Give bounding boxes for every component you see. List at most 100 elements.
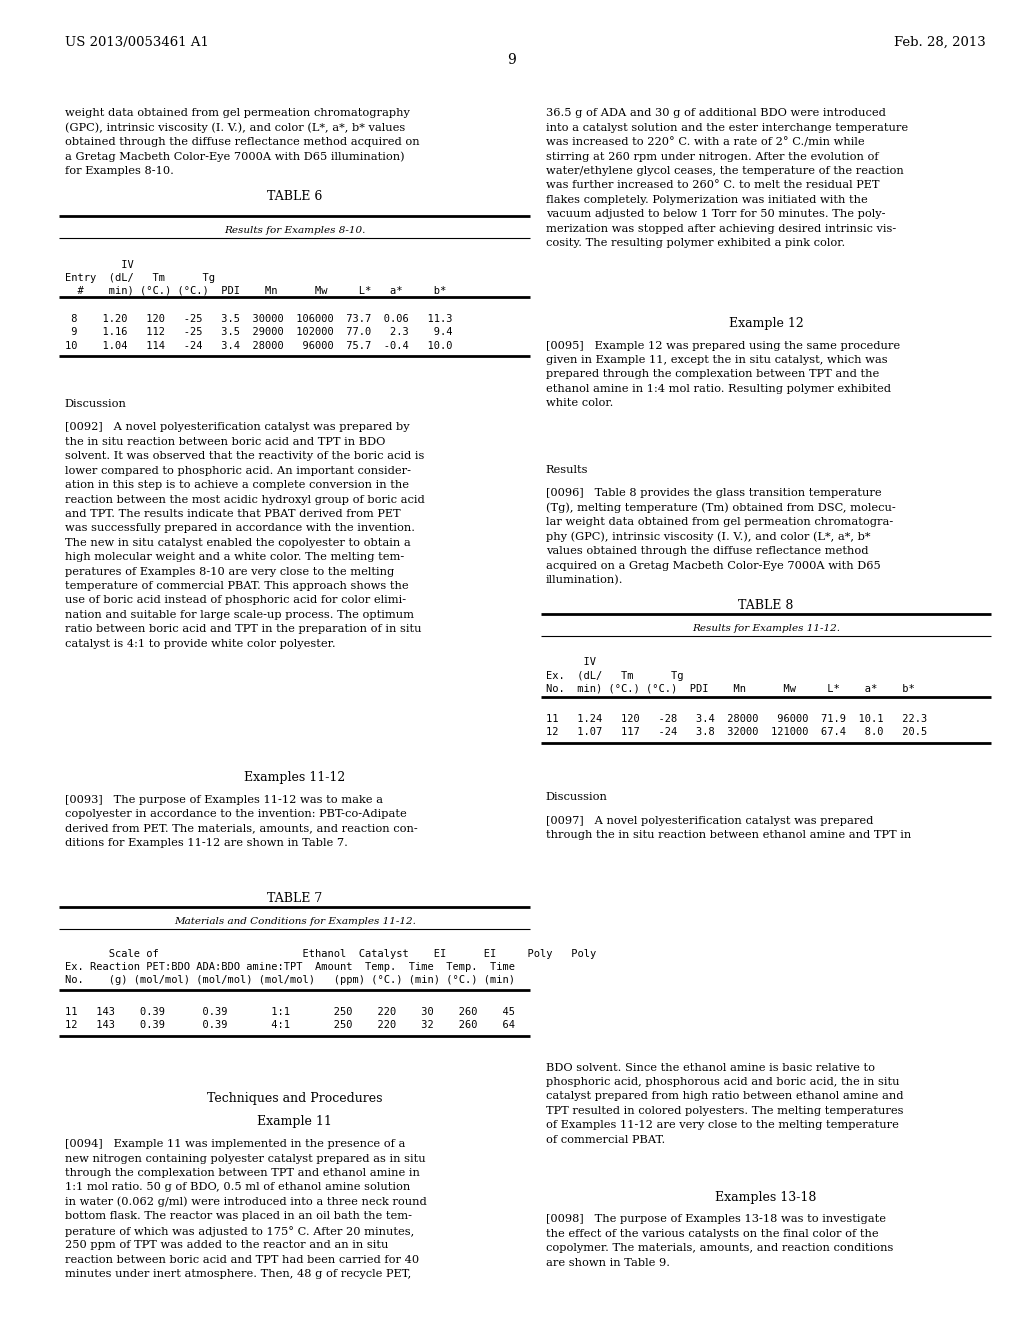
Text: Discussion: Discussion — [546, 792, 607, 803]
Text: white color.: white color. — [546, 399, 613, 408]
Text: [0097]   A novel polyesterification catalyst was prepared: [0097] A novel polyesterification cataly… — [546, 816, 873, 826]
Text: peratures of Examples 8-10 are very close to the melting: peratures of Examples 8-10 are very clos… — [65, 566, 394, 577]
Text: of Examples 11-12 are very close to the melting temperature: of Examples 11-12 are very close to the … — [546, 1121, 899, 1130]
Text: water/ethylene glycol ceases, the temperature of the reaction: water/ethylene glycol ceases, the temper… — [546, 166, 903, 176]
Text: nation and suitable for large scale-up process. The optimum: nation and suitable for large scale-up p… — [65, 610, 414, 620]
Text: catalyst prepared from high ratio between ethanol amine and: catalyst prepared from high ratio betwee… — [546, 1092, 903, 1101]
Text: 11   1.24   120   -28   3.4  28000   96000  71.9  10.1   22.3: 11 1.24 120 -28 3.4 28000 96000 71.9 10.… — [546, 714, 927, 725]
Text: copolymer. The materials, amounts, and reaction conditions: copolymer. The materials, amounts, and r… — [546, 1243, 893, 1253]
Text: [0096]   Table 8 provides the glass transition temperature: [0096] Table 8 provides the glass transi… — [546, 488, 882, 499]
Text: IV: IV — [546, 657, 596, 668]
Text: No.  min) (°C.) (°C.)  PDI    Mn      Mw     L*    a*    b*: No. min) (°C.) (°C.) PDI Mn Mw L* a* b* — [546, 684, 914, 694]
Text: into a catalyst solution and the ester interchange temperature: into a catalyst solution and the ester i… — [546, 123, 908, 133]
Text: 9    1.16   112   -25   3.5  29000  102000  77.0   2.3    9.4: 9 1.16 112 -25 3.5 29000 102000 77.0 2.3… — [65, 327, 452, 338]
Text: Results for Examples 8-10.: Results for Examples 8-10. — [224, 226, 366, 235]
Text: high molecular weight and a white color. The melting tem-: high molecular weight and a white color.… — [65, 552, 403, 562]
Text: [0094]   Example 11 was implemented in the presence of a: [0094] Example 11 was implemented in the… — [65, 1139, 404, 1150]
Text: Entry  (dL/   Tm      Tg: Entry (dL/ Tm Tg — [65, 273, 214, 284]
Text: Feb. 28, 2013: Feb. 28, 2013 — [894, 36, 986, 49]
Text: ation in this step is to achieve a complete conversion in the: ation in this step is to achieve a compl… — [65, 480, 409, 490]
Text: The new in situ catalyst enabled the copolyester to obtain a: The new in situ catalyst enabled the cop… — [65, 537, 411, 548]
Text: Techniques and Procedures: Techniques and Procedures — [207, 1092, 383, 1105]
Text: phy (GPC), intrinsic viscosity (I. V.), and color (L*, a*, b*: phy (GPC), intrinsic viscosity (I. V.), … — [546, 532, 870, 543]
Text: weight data obtained from gel permeation chromatography: weight data obtained from gel permeation… — [65, 108, 410, 119]
Text: [0098]   The purpose of Examples 13-18 was to investigate: [0098] The purpose of Examples 13-18 was… — [546, 1214, 886, 1225]
Text: TPT resulted in colored polyesters. The melting temperatures: TPT resulted in colored polyesters. The … — [546, 1106, 903, 1115]
Text: through the complexation between TPT and ethanol amine in: through the complexation between TPT and… — [65, 1168, 420, 1177]
Text: 10    1.04   114   -24   3.4  28000   96000  75.7  -0.4   10.0: 10 1.04 114 -24 3.4 28000 96000 75.7 -0.… — [65, 341, 452, 351]
Text: Examples 11-12: Examples 11-12 — [245, 771, 345, 784]
Text: derived from PET. The materials, amounts, and reaction con-: derived from PET. The materials, amounts… — [65, 824, 417, 833]
Text: TABLE 7: TABLE 7 — [267, 892, 323, 906]
Text: phosphoric acid, phosphorous acid and boric acid, the in situ: phosphoric acid, phosphorous acid and bo… — [546, 1077, 899, 1088]
Text: lar weight data obtained from gel permeation chromatogra-: lar weight data obtained from gel permea… — [546, 517, 893, 527]
Text: Ex.  (dL/   Tm      Tg: Ex. (dL/ Tm Tg — [546, 671, 683, 681]
Text: 11   143    0.39      0.39       1:1       250    220    30    260    45: 11 143 0.39 0.39 1:1 250 220 30 260 45 — [65, 1007, 514, 1018]
Text: the in situ reaction between boric acid and TPT in BDO: the in situ reaction between boric acid … — [65, 437, 385, 447]
Text: reaction between the most acidic hydroxyl group of boric acid: reaction between the most acidic hydroxy… — [65, 495, 424, 504]
Text: (Tg), melting temperature (Tm) obtained from DSC, molecu-: (Tg), melting temperature (Tm) obtained … — [546, 503, 896, 513]
Text: 8    1.20   120   -25   3.5  30000  106000  73.7  0.06   11.3: 8 1.20 120 -25 3.5 30000 106000 73.7 0.0… — [65, 314, 452, 325]
Text: through the in situ reaction between ethanol amine and TPT in: through the in situ reaction between eth… — [546, 830, 911, 841]
Text: catalyst is 4:1 to provide white color polyester.: catalyst is 4:1 to provide white color p… — [65, 639, 335, 648]
Text: (GPC), intrinsic viscosity (I. V.), and color (L*, a*, b* values: (GPC), intrinsic viscosity (I. V.), and … — [65, 123, 404, 133]
Text: a Gretag Macbeth Color-Eye 7000A with D65 illumination): a Gretag Macbeth Color-Eye 7000A with D6… — [65, 152, 404, 162]
Text: acquired on a Gretag Macbeth Color-Eye 7000A with D65: acquired on a Gretag Macbeth Color-Eye 7… — [546, 561, 881, 570]
Text: obtained through the diffuse reflectance method acquired on: obtained through the diffuse reflectance… — [65, 137, 419, 147]
Text: Discussion: Discussion — [65, 399, 126, 409]
Text: was increased to 220° C. with a rate of 2° C./min while: was increased to 220° C. with a rate of … — [546, 137, 864, 148]
Text: solvent. It was observed that the reactivity of the boric acid is: solvent. It was observed that the reacti… — [65, 451, 424, 461]
Text: 12   143    0.39      0.39       4:1       250    220    32    260    64: 12 143 0.39 0.39 4:1 250 220 32 260 64 — [65, 1020, 514, 1031]
Text: 36.5 g of ADA and 30 g of additional BDO were introduced: 36.5 g of ADA and 30 g of additional BDO… — [546, 108, 886, 119]
Text: and TPT. The results indicate that PBAT derived from PET: and TPT. The results indicate that PBAT … — [65, 510, 400, 519]
Text: was successfully prepared in accordance with the invention.: was successfully prepared in accordance … — [65, 523, 415, 533]
Text: copolyester in accordance to the invention: PBT-co-Adipate: copolyester in accordance to the inventi… — [65, 809, 407, 820]
Text: Ex. Reaction PET:BDO ADA:BDO amine:TPT  Amount  Temp.  Time  Temp.  Time: Ex. Reaction PET:BDO ADA:BDO amine:TPT A… — [65, 962, 514, 973]
Text: Scale of                       Ethanol  Catalyst    EI      EI     Poly   Poly: Scale of Ethanol Catalyst EI EI Poly Pol… — [65, 949, 596, 960]
Text: [0093]   The purpose of Examples 11-12 was to make a: [0093] The purpose of Examples 11-12 was… — [65, 795, 383, 805]
Text: perature of which was adjusted to 175° C. After 20 minutes,: perature of which was adjusted to 175° C… — [65, 1226, 414, 1237]
Text: cosity. The resulting polymer exhibited a pink color.: cosity. The resulting polymer exhibited … — [546, 238, 845, 248]
Text: ditions for Examples 11-12 are shown in Table 7.: ditions for Examples 11-12 are shown in … — [65, 838, 347, 847]
Text: 1:1 mol ratio. 50 g of BDO, 0.5 ml of ethanol amine solution: 1:1 mol ratio. 50 g of BDO, 0.5 ml of et… — [65, 1183, 410, 1192]
Text: stirring at 260 rpm under nitrogen. After the evolution of: stirring at 260 rpm under nitrogen. Afte… — [546, 152, 879, 161]
Text: [0095]   Example 12 was prepared using the same procedure: [0095] Example 12 was prepared using the… — [546, 341, 900, 351]
Text: of commercial PBAT.: of commercial PBAT. — [546, 1135, 665, 1144]
Text: bottom flask. The reactor was placed in an oil bath the tem-: bottom flask. The reactor was placed in … — [65, 1212, 412, 1221]
Text: TABLE 6: TABLE 6 — [267, 190, 323, 203]
Text: given in Example 11, except the in situ catalyst, which was: given in Example 11, except the in situ … — [546, 355, 888, 366]
Text: Example 12: Example 12 — [729, 317, 803, 330]
Text: BDO solvent. Since the ethanol amine is basic relative to: BDO solvent. Since the ethanol amine is … — [546, 1063, 874, 1073]
Text: use of boric acid instead of phosphoric acid for color elimi-: use of boric acid instead of phosphoric … — [65, 595, 406, 606]
Text: Results for Examples 11-12.: Results for Examples 11-12. — [692, 624, 840, 634]
Text: [0092]   A novel polyesterification catalyst was prepared by: [0092] A novel polyesterification cataly… — [65, 422, 410, 433]
Text: Examples 13-18: Examples 13-18 — [716, 1191, 816, 1204]
Text: minutes under inert atmosphere. Then, 48 g of recycle PET,: minutes under inert atmosphere. Then, 48… — [65, 1269, 411, 1279]
Text: new nitrogen containing polyester catalyst prepared as in situ: new nitrogen containing polyester cataly… — [65, 1154, 425, 1164]
Text: was further increased to 260° C. to melt the residual PET: was further increased to 260° C. to melt… — [546, 181, 880, 190]
Text: 9: 9 — [508, 53, 516, 67]
Text: values obtained through the diffuse reflectance method: values obtained through the diffuse refl… — [546, 546, 868, 556]
Text: 12   1.07   117   -24   3.8  32000  121000  67.4   8.0   20.5: 12 1.07 117 -24 3.8 32000 121000 67.4 8.… — [546, 727, 927, 738]
Text: Results: Results — [546, 465, 589, 475]
Text: lower compared to phosphoric acid. An important consider-: lower compared to phosphoric acid. An im… — [65, 466, 411, 475]
Text: prepared through the complexation between TPT and the: prepared through the complexation betwee… — [546, 370, 879, 379]
Text: 250 ppm of TPT was added to the reactor and an in situ: 250 ppm of TPT was added to the reactor … — [65, 1239, 388, 1250]
Text: the effect of the various catalysts on the final color of the: the effect of the various catalysts on t… — [546, 1229, 879, 1239]
Text: temperature of commercial PBAT. This approach shows the: temperature of commercial PBAT. This app… — [65, 581, 409, 591]
Text: illumination).: illumination). — [546, 576, 624, 585]
Text: are shown in Table 9.: are shown in Table 9. — [546, 1258, 670, 1267]
Text: Materials and Conditions for Examples 11-12.: Materials and Conditions for Examples 11… — [174, 917, 416, 927]
Text: in water (0.062 g/ml) were introduced into a three neck round: in water (0.062 g/ml) were introduced in… — [65, 1197, 426, 1208]
Text: ethanol amine in 1:4 mol ratio. Resulting polymer exhibited: ethanol amine in 1:4 mol ratio. Resultin… — [546, 384, 891, 393]
Text: merization was stopped after achieving desired intrinsic vis-: merization was stopped after achieving d… — [546, 223, 896, 234]
Text: Example 11: Example 11 — [257, 1115, 333, 1129]
Text: No.    (g) (mol/mol) (mol/mol) (mol/mol)   (ppm) (°C.) (min) (°C.) (min): No. (g) (mol/mol) (mol/mol) (mol/mol) (p… — [65, 975, 514, 986]
Text: #    min) (°C.) (°C.)  PDI    Mn      Mw     L*   a*     b*: # min) (°C.) (°C.) PDI Mn Mw L* a* b* — [65, 285, 445, 296]
Text: IV: IV — [65, 260, 133, 271]
Text: vacuum adjusted to below 1 Torr for 50 minutes. The poly-: vacuum adjusted to below 1 Torr for 50 m… — [546, 209, 886, 219]
Text: ratio between boric acid and TPT in the preparation of in situ: ratio between boric acid and TPT in the … — [65, 624, 421, 635]
Text: TABLE 8: TABLE 8 — [738, 599, 794, 612]
Text: US 2013/0053461 A1: US 2013/0053461 A1 — [65, 36, 209, 49]
Text: for Examples 8-10.: for Examples 8-10. — [65, 166, 173, 176]
